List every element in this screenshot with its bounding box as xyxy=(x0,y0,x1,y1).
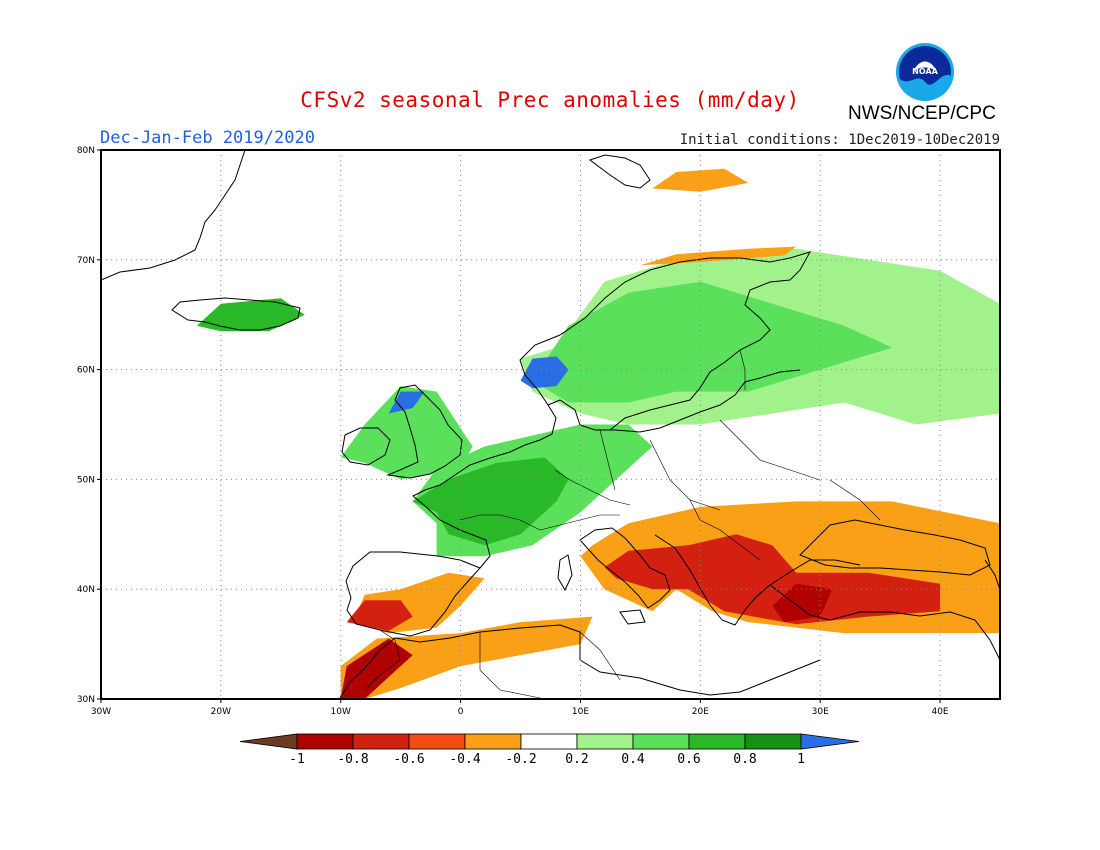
colorbar: -1 -0.8 -0.6 -0.4 -0.2 0.2 0.4 0.6 0.8 1 xyxy=(239,733,860,767)
coast-ireland xyxy=(341,427,391,466)
colorbar-segment xyxy=(296,733,354,750)
coast-scandinavia xyxy=(519,251,812,431)
colorbar-segment xyxy=(632,733,690,750)
colorbar-label: -0.8 xyxy=(337,752,368,767)
lon-tick-label: 20W xyxy=(211,707,231,717)
lat-tick-label: 80N xyxy=(77,146,95,156)
colorbar-label: -1 xyxy=(289,752,305,767)
colorbar-segment xyxy=(744,733,802,750)
axis-ticks xyxy=(97,149,941,703)
colorbar-segment xyxy=(352,733,410,750)
coast-north-africa xyxy=(339,624,821,699)
coastlines xyxy=(101,150,1000,699)
anomaly-region-2 xyxy=(520,356,569,389)
coast-greenland xyxy=(101,150,246,281)
chart-title: CFSv2 seasonal Prec anomalies (mm/day) xyxy=(300,88,800,112)
lat-tick-label: 70N xyxy=(77,256,95,266)
anomaly-region-1 xyxy=(532,281,893,403)
coast-caspian xyxy=(984,559,1000,591)
agency-label: NWS/NCEP/CPC xyxy=(848,103,996,124)
colorbar-segment xyxy=(464,733,522,750)
colorbar-label: 0.8 xyxy=(733,752,756,767)
coast-turkey xyxy=(769,584,1000,661)
coast-iberia xyxy=(345,551,481,637)
initial-conditions-label: Initial conditions: 1Dec2019-10Dec2019 xyxy=(679,132,1000,148)
coast-western-europe xyxy=(412,399,615,569)
coast-baltic xyxy=(614,369,801,433)
anomaly-region-11 xyxy=(346,600,413,631)
anomaly-region-12 xyxy=(340,616,593,699)
lon-tick-label: 30W xyxy=(91,707,111,717)
lat-tick-label: 30N xyxy=(77,695,95,705)
colorbar-arrow-low xyxy=(239,733,298,750)
lat-tick-label: 40N xyxy=(77,585,95,595)
lon-tick-label: 10E xyxy=(572,707,589,717)
coast-iceland xyxy=(171,297,301,331)
colorbar-label: -0.4 xyxy=(449,752,480,767)
coast-black-sea xyxy=(799,519,991,576)
map-frame xyxy=(100,149,1001,700)
anomaly-region-13 xyxy=(340,638,413,699)
colorbar-label: 1 xyxy=(797,752,805,767)
colorbar-segment xyxy=(688,733,746,750)
anomaly-region-16 xyxy=(772,583,833,623)
coast-sardinia xyxy=(557,554,573,592)
axis-tick-labels: 30W 20W 10W 0 10E 20E 30E 40E 30N 40N 50N 60N 70N 80N xyxy=(77,146,949,717)
noaa-logo-icon: NOAA xyxy=(896,43,954,101)
lon-tick-label: 30E xyxy=(812,707,829,717)
colorbar-label: -0.2 xyxy=(505,752,536,767)
coast-italy xyxy=(579,527,671,609)
anomaly-region-9 xyxy=(640,246,797,266)
colorbar-arrow-high xyxy=(800,733,860,750)
colorbar-label: -0.6 xyxy=(393,752,424,767)
colorbar-label: 0.2 xyxy=(565,752,588,767)
lat-tick-label: 60N xyxy=(77,366,95,376)
lon-tick-label: 20E xyxy=(692,707,709,717)
colorbar-label: 0.6 xyxy=(677,752,700,767)
logo-text: NOAA xyxy=(912,67,938,76)
anomaly-region-15 xyxy=(604,534,941,625)
coast-balkans xyxy=(654,534,861,626)
colorbar-segment xyxy=(408,733,466,750)
season-label: Dec-Jan-Feb 2019/2020 xyxy=(100,128,315,148)
lat-tick-label: 50N xyxy=(77,475,95,485)
lon-tick-label: 10W xyxy=(331,707,351,717)
anomaly-region-7 xyxy=(196,298,305,332)
anomaly-regions xyxy=(196,168,1000,699)
country-borders xyxy=(364,349,881,699)
colorbar-segment xyxy=(576,733,634,750)
anomaly-region-6 xyxy=(388,391,425,414)
colorbar-label: 0.4 xyxy=(621,752,645,767)
coast-great-britain xyxy=(386,384,463,479)
lon-tick-label: 0 xyxy=(458,707,464,717)
coast-svalbard xyxy=(588,154,651,189)
colorbar-segment xyxy=(520,733,578,750)
lon-tick-label: 40E xyxy=(931,707,948,717)
coast-sicily xyxy=(619,609,646,625)
